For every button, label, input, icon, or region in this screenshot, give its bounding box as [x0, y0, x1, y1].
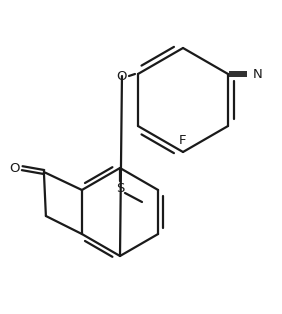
- Text: S: S: [116, 181, 124, 194]
- Text: O: O: [117, 69, 127, 83]
- Text: O: O: [9, 162, 19, 175]
- Text: F: F: [179, 133, 187, 147]
- Text: N: N: [253, 68, 263, 80]
